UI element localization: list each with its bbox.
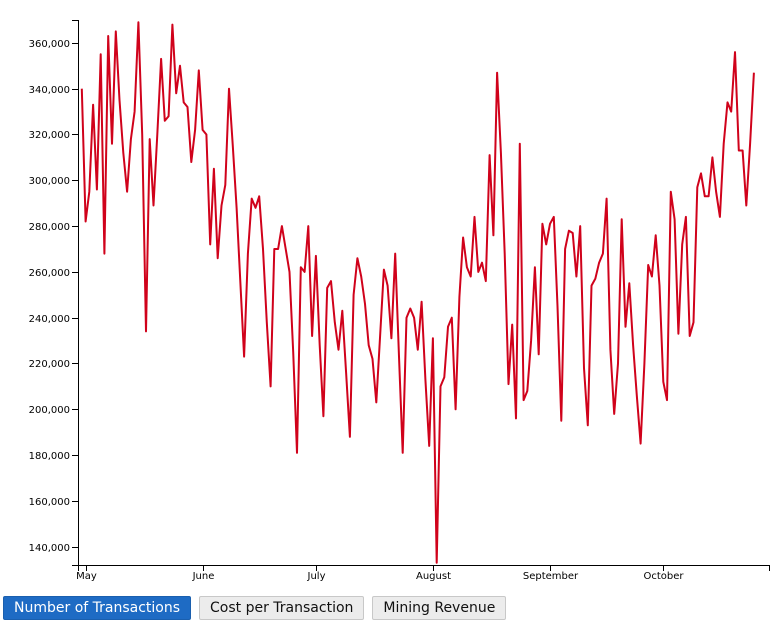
y-tick-label: 340,000 bbox=[29, 85, 70, 96]
y-tick-label: 260,000 bbox=[29, 268, 70, 279]
x-tick-label: July bbox=[307, 571, 326, 582]
x-axis-line bbox=[78, 565, 770, 571]
y-tick-label: 200,000 bbox=[29, 405, 70, 416]
y-tick-label: 160,000 bbox=[29, 497, 70, 508]
y-axis-line bbox=[72, 20, 79, 566]
plot-area bbox=[80, 21, 755, 564]
y-tick-label: 320,000 bbox=[29, 130, 70, 141]
x-tick-label: June bbox=[192, 571, 215, 582]
x-tick-label: October bbox=[643, 571, 684, 582]
y-axis: 140,000 160,000 180,000 200,000 220,000 240,0… bbox=[29, 20, 79, 566]
x-tick-label: August bbox=[416, 571, 451, 582]
metric-button-group: Number of Transactions Cost per Transact… bbox=[3, 596, 507, 620]
y-tick-label: 360,000 bbox=[29, 39, 70, 50]
x-axis: May June July August September October bbox=[76, 565, 770, 582]
cost-per-transaction-button[interactable]: Cost per Transaction bbox=[199, 596, 365, 620]
line-chart: 140,000 160,000 180,000 200,000 220,000 240,0… bbox=[29, 20, 770, 582]
x-tick-label: May bbox=[76, 571, 97, 582]
y-tick-label: 300,000 bbox=[29, 176, 70, 187]
mining-revenue-button[interactable]: Mining Revenue bbox=[372, 596, 507, 620]
y-tick-label: 140,000 bbox=[29, 543, 70, 554]
y-tick-label: 280,000 bbox=[29, 222, 70, 233]
number-of-transactions-button[interactable]: Number of Transactions bbox=[3, 596, 192, 620]
y-tick-label: 220,000 bbox=[29, 359, 70, 370]
series-line bbox=[80, 21, 755, 564]
y-tick-label: 240,000 bbox=[29, 314, 70, 325]
x-tick-label: September bbox=[523, 571, 579, 582]
y-tick-label: 180,000 bbox=[29, 451, 70, 462]
